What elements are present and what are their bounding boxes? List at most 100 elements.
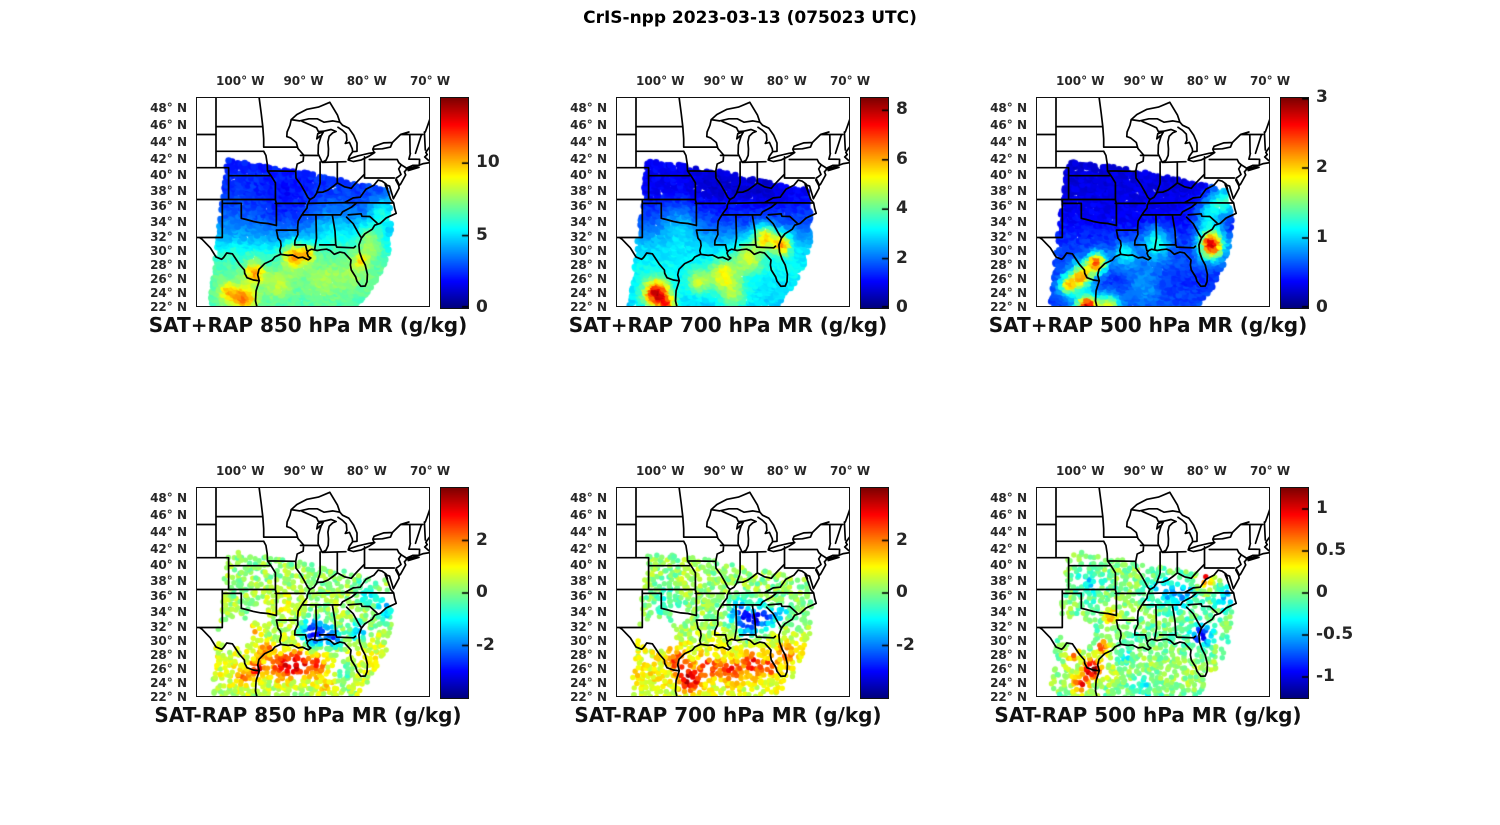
- panel-title: SAT+RAP 500 hPa MR (g/kg): [988, 313, 1308, 337]
- lat-tick-label: 38° N: [990, 573, 1027, 588]
- lon-tick-label: 100° W: [216, 464, 265, 478]
- lat-tick-label: 44° N: [150, 524, 187, 539]
- colorbar-tick-label: 2: [1316, 157, 1328, 177]
- lat-tick-label: 38° N: [570, 183, 607, 198]
- map-frame: [196, 97, 430, 307]
- lat-tick-label: 34° N: [990, 604, 1027, 619]
- lat-tick-label: 42° N: [150, 541, 187, 556]
- lon-tick-label: 90° W: [1123, 464, 1164, 478]
- lat-tick-label: 36° N: [150, 199, 187, 214]
- lon-tick-label: 100° W: [636, 74, 685, 88]
- lat-tick-label: 42° N: [990, 541, 1027, 556]
- lat-tick-label: 22° N: [990, 299, 1027, 314]
- retrieval-swath-canvas: [197, 488, 429, 696]
- lon-tick-label: 70° W: [1249, 464, 1291, 478]
- lon-tick-label: 90° W: [703, 74, 744, 88]
- lon-tick-label: 70° W: [829, 74, 871, 88]
- lat-tick-label: 34° N: [570, 604, 607, 619]
- panel-sat-plus-rap-700: 100° W 90° W 80° W 70° W 48° N 46° N 44° N 42°…: [540, 63, 952, 363]
- lat-tick-label: 22° N: [150, 689, 187, 704]
- panel-sat-plus-rap-500: 100° W 90° W 80° W 70° W 48° N 46° N 44° N 42°…: [960, 63, 1372, 363]
- lat-tick-label: 38° N: [150, 183, 187, 198]
- panel-sat-minus-rap-850: 100° W 90° W 80° W 70° W 48° N 46° N 44° N 42°…: [120, 453, 532, 753]
- retrieval-swath-canvas: [617, 98, 849, 306]
- colorbar: -2 0 2: [440, 487, 532, 699]
- lon-tick-label: 70° W: [829, 464, 871, 478]
- colorbar-tick-label: 0: [896, 297, 908, 317]
- lat-tick-label: 28° N: [570, 258, 607, 273]
- lon-tick-label: 80° W: [1186, 464, 1227, 478]
- colorbar-tick-label: 1: [1316, 227, 1328, 247]
- colorbar-tick-label: -1: [1316, 666, 1335, 686]
- colorbar-tick-label: 8: [896, 99, 908, 120]
- retrieval-swath-canvas: [197, 98, 429, 306]
- colorbar-gradient: [1280, 487, 1309, 699]
- lat-tick-label: 26° N: [150, 272, 187, 287]
- lat-tick-label: 46° N: [570, 508, 607, 523]
- lon-tick-label: 100° W: [636, 464, 685, 478]
- lat-tick-label: 26° N: [570, 662, 607, 677]
- colorbar-tick-label: 1: [1316, 498, 1328, 518]
- colorbar-gradient: [440, 487, 469, 699]
- colorbar-tick-label: -2: [476, 634, 495, 655]
- lat-tick-label: 40° N: [150, 167, 187, 182]
- lat-tick-label: 40° N: [570, 167, 607, 182]
- colorbar-tick-label: 6: [896, 148, 908, 169]
- colorbar: 0 1 2 3: [1280, 87, 1372, 317]
- lat-tick-label: 36° N: [990, 589, 1027, 604]
- colorbar-tick-label: 0: [476, 297, 488, 317]
- lon-tick-label: 100° W: [1056, 464, 1105, 478]
- lat-tick-label: 40° N: [990, 167, 1027, 182]
- lon-tick-label: 90° W: [283, 74, 324, 88]
- lat-tick-label: 24° N: [150, 676, 187, 691]
- lat-tick-label: 32° N: [150, 229, 187, 244]
- lon-tick-label: 100° W: [216, 74, 265, 88]
- lat-tick-label: 26° N: [990, 662, 1027, 677]
- retrieval-swath-canvas: [1037, 98, 1269, 306]
- lat-tick-label: 36° N: [990, 199, 1027, 214]
- lat-tick-label: 46° N: [990, 118, 1027, 133]
- colorbar-tick-label: 0: [896, 582, 908, 602]
- colorbar-tick-label: 3: [1316, 87, 1328, 107]
- lat-tick-label: 44° N: [570, 524, 607, 539]
- lat-tick-label: 30° N: [570, 244, 607, 259]
- lat-tick-label: 32° N: [570, 619, 607, 634]
- colorbar-tick-label: 0.5: [1316, 540, 1347, 560]
- lat-tick-label: 42° N: [990, 151, 1027, 166]
- colorbar-gradient: [860, 487, 889, 699]
- lon-tick-label: 70° W: [409, 464, 451, 478]
- lat-tick-label: 34° N: [570, 214, 607, 229]
- lat-tick-label: 32° N: [990, 619, 1027, 634]
- colorbar-tick-label: -2: [896, 634, 915, 655]
- lat-tick-label: 32° N: [570, 229, 607, 244]
- panel-title: SAT+RAP 700 hPa MR (g/kg): [568, 313, 888, 337]
- lat-tick-label: 48° N: [150, 100, 187, 115]
- colorbar: 0 2 4 6 8: [860, 97, 952, 317]
- lat-tick-label: 30° N: [570, 634, 607, 649]
- lat-tick-label: 26° N: [150, 662, 187, 677]
- lat-tick-label: 40° N: [570, 557, 607, 572]
- lon-tick-label: 90° W: [1123, 74, 1164, 88]
- colorbar-tick-label: 0: [1316, 582, 1328, 602]
- figure-title: CrIS-npp 2023-03-13 (075023 UTC): [583, 8, 917, 28]
- lat-tick-label: 48° N: [150, 490, 187, 505]
- panel-sat-plus-rap-850: 100° W 90° W 80° W 70° W 48° N 46° N 44° N 42°…: [120, 63, 532, 363]
- lon-tick-label: 80° W: [766, 464, 807, 478]
- lat-tick-label: 48° N: [990, 490, 1027, 505]
- lat-tick-label: 42° N: [570, 151, 607, 166]
- lat-tick-label: 40° N: [150, 557, 187, 572]
- lat-tick-label: 22° N: [990, 689, 1027, 704]
- lat-tick-label: 36° N: [570, 589, 607, 604]
- lat-tick-label: 36° N: [570, 199, 607, 214]
- map-frame: [616, 487, 850, 697]
- map-frame: [616, 97, 850, 307]
- map-frame: [1036, 97, 1270, 307]
- colorbar-tick-label: 2: [896, 247, 908, 268]
- lon-tick-label: 70° W: [1249, 74, 1291, 88]
- panel-title: SAT-RAP 500 hPa MR (g/kg): [994, 703, 1302, 727]
- lon-tick-label: 70° W: [409, 74, 451, 88]
- panel-title: SAT+RAP 850 hPa MR (g/kg): [148, 313, 468, 337]
- lat-tick-label: 48° N: [990, 100, 1027, 115]
- colorbar-tick-label: -0.5: [1316, 624, 1354, 644]
